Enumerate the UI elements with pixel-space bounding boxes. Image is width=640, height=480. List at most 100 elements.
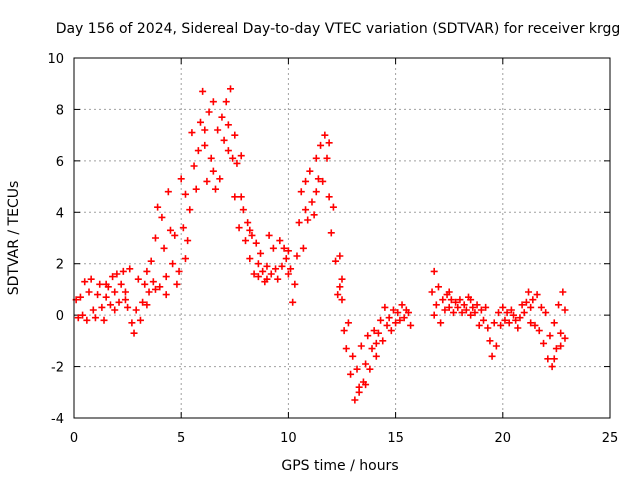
data-point bbox=[259, 267, 267, 275]
data-point bbox=[471, 309, 479, 317]
data-point bbox=[430, 311, 438, 319]
data-point bbox=[548, 363, 556, 371]
y-axis-label: SDTVAR / TECUs bbox=[6, 181, 22, 296]
data-point bbox=[557, 329, 565, 337]
data-point bbox=[469, 303, 477, 311]
data-point bbox=[87, 275, 95, 283]
data-point bbox=[124, 303, 132, 311]
data-point bbox=[276, 237, 284, 245]
data-point bbox=[529, 296, 537, 304]
data-point bbox=[302, 206, 310, 214]
data-point bbox=[128, 319, 136, 327]
data-point bbox=[209, 98, 217, 106]
x-tick-label: 25 bbox=[602, 431, 619, 446]
data-point bbox=[473, 301, 481, 309]
data-point bbox=[162, 273, 170, 281]
data-point bbox=[196, 118, 204, 126]
data-point bbox=[239, 206, 247, 214]
data-point bbox=[254, 273, 262, 281]
data-point bbox=[323, 154, 331, 162]
data-point bbox=[355, 388, 363, 396]
data-point bbox=[162, 291, 170, 299]
data-point bbox=[257, 249, 265, 257]
data-point bbox=[134, 275, 142, 283]
data-point bbox=[381, 303, 389, 311]
data-point bbox=[527, 303, 535, 311]
data-point bbox=[437, 319, 445, 327]
y-tick-label: 6 bbox=[56, 155, 64, 170]
data-point bbox=[173, 280, 181, 288]
data-point bbox=[227, 85, 235, 93]
data-point bbox=[280, 244, 288, 252]
data-point bbox=[407, 321, 415, 329]
data-point bbox=[284, 270, 292, 278]
data-point bbox=[126, 265, 134, 273]
data-point bbox=[329, 203, 337, 211]
data-point bbox=[154, 203, 162, 211]
data-point bbox=[265, 231, 273, 239]
data-point bbox=[203, 177, 211, 185]
data-point bbox=[282, 255, 290, 263]
data-point bbox=[499, 303, 507, 311]
y-tick-label: -4 bbox=[51, 412, 64, 427]
data-point bbox=[295, 219, 303, 227]
data-point bbox=[338, 296, 346, 304]
data-point bbox=[242, 237, 250, 245]
data-point bbox=[102, 293, 110, 301]
data-point bbox=[385, 314, 393, 322]
data-point bbox=[297, 188, 305, 196]
data-point bbox=[535, 327, 543, 335]
data-point bbox=[488, 352, 496, 360]
data-point bbox=[184, 237, 192, 245]
data-point bbox=[542, 309, 550, 317]
data-point bbox=[317, 141, 325, 149]
data-point bbox=[387, 327, 395, 335]
data-point bbox=[516, 314, 524, 322]
data-point bbox=[237, 152, 245, 160]
y-tick-label: -2 bbox=[51, 361, 64, 376]
data-point bbox=[229, 154, 237, 162]
data-point bbox=[398, 301, 406, 309]
data-point bbox=[109, 273, 117, 281]
data-point bbox=[374, 329, 382, 337]
data-point bbox=[158, 213, 166, 221]
data-point bbox=[497, 321, 505, 329]
data-point bbox=[74, 314, 82, 322]
data-point bbox=[269, 244, 277, 252]
data-point bbox=[254, 260, 262, 268]
data-point bbox=[445, 303, 453, 311]
data-point bbox=[252, 239, 260, 247]
data-point bbox=[115, 298, 123, 306]
data-point bbox=[312, 154, 320, 162]
data-point bbox=[368, 345, 376, 353]
data-point bbox=[205, 108, 213, 116]
data-point bbox=[121, 288, 129, 296]
data-point bbox=[336, 252, 344, 260]
data-point bbox=[544, 355, 552, 363]
x-tick-label: 10 bbox=[280, 431, 297, 446]
data-point bbox=[561, 334, 569, 342]
data-point bbox=[362, 360, 370, 368]
data-point bbox=[192, 185, 200, 193]
data-point bbox=[121, 296, 129, 304]
data-point bbox=[106, 301, 114, 309]
data-point bbox=[527, 319, 535, 327]
data-point bbox=[302, 177, 310, 185]
data-point bbox=[432, 301, 440, 309]
data-point bbox=[482, 303, 490, 311]
data-point bbox=[351, 396, 359, 404]
data-point bbox=[231, 131, 239, 139]
data-point bbox=[319, 177, 327, 185]
data-point bbox=[83, 316, 91, 324]
data-point bbox=[272, 265, 280, 273]
data-point bbox=[207, 154, 215, 162]
data-point bbox=[344, 319, 352, 327]
data-point bbox=[199, 87, 207, 95]
data-point bbox=[484, 324, 492, 332]
data-point bbox=[149, 278, 157, 286]
data-point bbox=[555, 301, 563, 309]
data-point bbox=[510, 311, 518, 319]
data-point bbox=[514, 324, 522, 332]
data-point bbox=[248, 231, 256, 239]
